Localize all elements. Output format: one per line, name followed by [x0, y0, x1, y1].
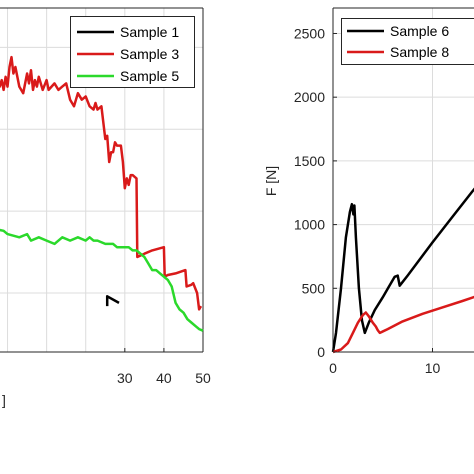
left-x-tick-label: 30 — [117, 370, 133, 386]
left-x-tick-label: 50 — [195, 370, 211, 386]
right-legend-label: Sample 6 — [390, 23, 449, 39]
right-y-tick-label: 1500 — [294, 153, 325, 169]
right-y-tick-label: 0 — [317, 344, 325, 360]
right-x-tick-label: 0 — [329, 360, 337, 376]
left-chart: 30 40 50] Sample 1 Sample 3 Sample 5 — [0, 7, 211, 408]
right-legend-box — [341, 18, 474, 65]
left-legend-label: Sample 5 — [120, 68, 179, 84]
right-y-axis-label: F [N] — [263, 166, 279, 196]
right-y-tick-label: 1000 — [294, 217, 325, 233]
right-series-1 — [331, 187, 474, 353]
left-series-1 — [105, 295, 120, 307]
left-legend-label: Sample 3 — [120, 46, 179, 62]
right-y-tick-label: 2500 — [294, 25, 325, 41]
left-legend: Sample 1 Sample 3 Sample 5 — [70, 16, 195, 88]
left-legend-label: Sample 1 — [120, 24, 179, 40]
right-legend-label: Sample 8 — [390, 44, 449, 60]
left-x-axis-label-fragment: ] — [2, 392, 6, 408]
right-y-tick-label: 500 — [302, 280, 326, 296]
left-series-3 — [0, 228, 204, 332]
right-x-tick-label: 10 — [425, 360, 441, 376]
right-legend: Sample 6 Sample 8 — [341, 18, 474, 65]
left-x-tick-label: 40 — [156, 370, 172, 386]
right-series-2 — [332, 295, 474, 354]
right-y-tick-label: 2000 — [294, 89, 325, 105]
left-series-2 — [0, 55, 203, 311]
